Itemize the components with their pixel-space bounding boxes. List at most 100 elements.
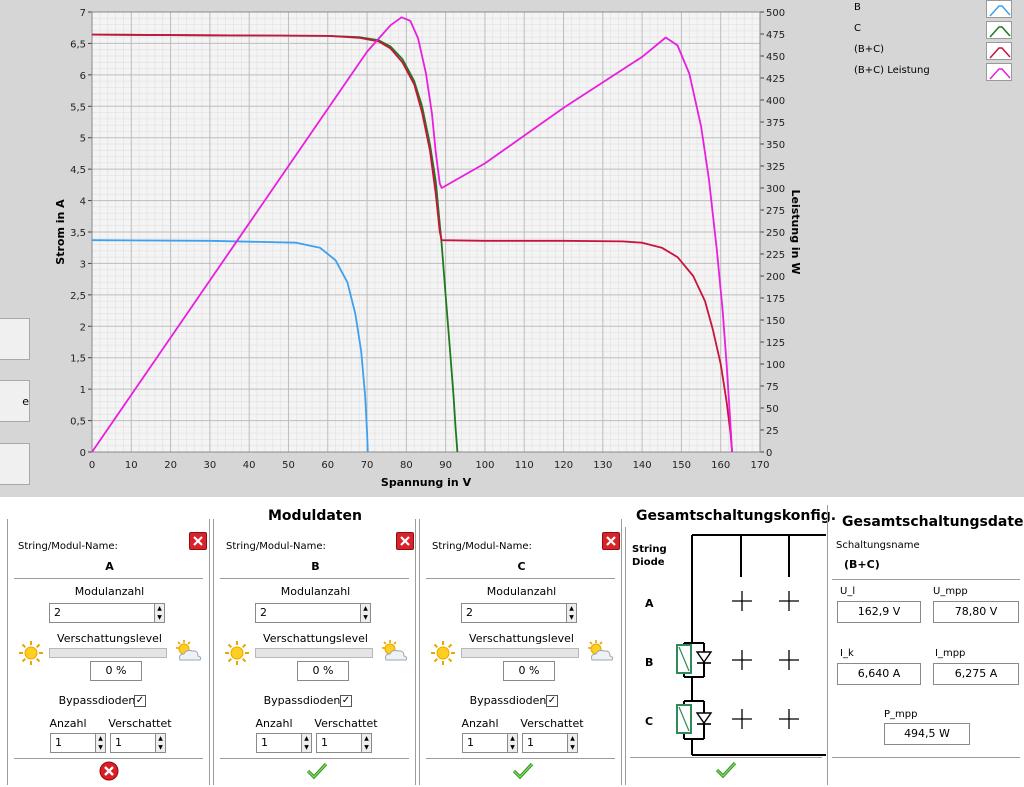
sun-icon (224, 640, 249, 665)
bypass-label: Bypassdioden (469, 694, 547, 707)
x-tick-label: 0 (89, 460, 95, 471)
shade-level-value[interactable]: 0 % (297, 661, 349, 681)
verschattet-input[interactable]: 1 (316, 733, 362, 753)
y-tick-label: 6 (80, 71, 86, 82)
module-count-stepper[interactable]: ▲ ▼ (360, 603, 371, 623)
anzahl-input[interactable]: 1 (256, 733, 302, 753)
legend-swatch[interactable] (986, 21, 1012, 39)
bypass-checkbox[interactable]: ✓ (134, 695, 146, 707)
shade-level-value[interactable]: 0 % (503, 661, 555, 681)
i-k-label: I_k (840, 648, 854, 659)
delete-module-button[interactable] (396, 532, 414, 550)
verschattet-stepper[interactable]: ▲ ▼ (361, 733, 372, 753)
circuit-name-value: (B+C) (844, 558, 880, 571)
module-b-symbol (676, 639, 713, 697)
legend-item[interactable]: C (848, 21, 1024, 41)
y2-tick-label: 500 (766, 8, 785, 19)
module-name-value[interactable]: C (517, 560, 526, 573)
y-tick-label: 5 (80, 134, 86, 145)
y-tick-label: 0,5 (70, 417, 86, 428)
divider (220, 758, 409, 759)
verschattet-input[interactable]: 1 (522, 733, 568, 753)
sun-icon (18, 640, 43, 665)
legend-label: B (854, 2, 861, 13)
module-count-input[interactable]: 2 (461, 603, 567, 623)
shade-level-slider[interactable] (49, 648, 167, 658)
module-count-stepper[interactable]: ▲ ▼ (566, 603, 577, 623)
i-mpp-value: 6,275 A (933, 663, 1019, 685)
y2-tick-label: 150 (766, 316, 785, 327)
plot-border (91, 11, 761, 453)
bypass-checkbox[interactable]: ✓ (340, 695, 352, 707)
y2-tick-label: 450 (766, 52, 785, 63)
shade-level-slider[interactable] (461, 648, 579, 658)
bypass-checkbox[interactable]: ✓ (546, 695, 558, 707)
anzahl-stepper[interactable]: ▲ ▼ (301, 733, 312, 753)
module-name-label: String/Modul-Name: (432, 541, 532, 552)
side-button-3[interactable] (0, 443, 30, 485)
legend-item[interactable]: B (848, 0, 1024, 20)
delete-module-button[interactable] (189, 532, 207, 550)
y2-tick-label: 0 (766, 448, 772, 459)
series-line-b (91, 239, 369, 453)
daten-panel: Schaltungsname (B+C) U_l U_mpp 162,9 V 7… (828, 527, 1024, 785)
x-tick-label: 70 (361, 460, 374, 471)
y2-tick-label: 275 (766, 206, 785, 217)
x-tick-label: 90 (439, 460, 452, 471)
verschattet-input[interactable]: 1 (110, 733, 156, 753)
x-tick-label: 170 (750, 460, 769, 471)
module-count-label: Modulanzahl (74, 585, 145, 598)
x-tick-label: 140 (633, 460, 652, 471)
module-c-symbol (676, 697, 713, 743)
verschattet-stepper[interactable]: ▲ ▼ (155, 733, 166, 753)
legend-item[interactable]: (B+C) (848, 42, 1024, 62)
verschattet-label: Verschattet (108, 717, 172, 730)
module-name-value[interactable]: A (105, 560, 114, 573)
anzahl-input[interactable]: 1 (462, 733, 508, 753)
delete-module-button[interactable] (602, 532, 620, 550)
y-tick-label: 7 (80, 8, 86, 19)
y2-tick-label: 50 (766, 404, 779, 415)
legend-item[interactable]: (B+C) Leistung (848, 63, 1024, 83)
check-icon (306, 761, 328, 781)
legend-label: (B+C) Leistung (854, 65, 930, 76)
legend-swatch[interactable] (986, 42, 1012, 60)
series-line-b-plus-c (91, 33, 733, 453)
module-name-value[interactable]: B (311, 560, 320, 573)
check-icon (512, 761, 534, 781)
divider (630, 757, 822, 758)
x-tick-label: 150 (672, 460, 691, 471)
y2-tick-label: 325 (766, 162, 785, 173)
y2-tick-label: 400 (766, 96, 785, 107)
x-tick-label: 80 (400, 460, 413, 471)
i-mpp-label: I_mpp (935, 648, 966, 659)
bypass-label: Bypassdioden (58, 694, 136, 707)
x-axis-label: Spannung in V (381, 476, 472, 489)
x-tick-label: 60 (321, 460, 334, 471)
p-mpp-label: P_mpp (884, 709, 918, 720)
side-button-1[interactable] (0, 318, 30, 360)
row-label-a: A (645, 597, 654, 610)
module-count-input[interactable]: 2 (49, 603, 155, 623)
anzahl-stepper[interactable]: ▲ ▼ (507, 733, 518, 753)
module-panel-c: String/Modul-Name: C Modulanzahl 2 ▲ ▼ Ve… (419, 519, 622, 785)
anzahl-stepper[interactable]: ▲ ▼ (95, 733, 106, 753)
y2-tick-label: 175 (766, 294, 785, 305)
legend-swatch[interactable] (986, 0, 1012, 18)
legend-swatch[interactable] (986, 63, 1012, 81)
cloud-icon (377, 638, 408, 661)
anzahl-input[interactable]: 1 (50, 733, 96, 753)
module-count-stepper[interactable]: ▲ ▼ (154, 603, 165, 623)
y-tick-label: 1 (80, 385, 86, 396)
side-button-2[interactable]: e (0, 380, 30, 422)
shade-level-value[interactable]: 0 % (90, 661, 142, 681)
module-count-label: Modulanzahl (280, 585, 351, 598)
module-count-input[interactable]: 2 (255, 603, 361, 623)
module-panel-b: String/Modul-Name: B Modulanzahl 2 ▲ ▼ Ve… (213, 519, 416, 785)
verschattet-stepper[interactable]: ▲ ▼ (567, 733, 578, 753)
moduldaten-title: Moduldaten (268, 508, 362, 524)
shade-level-label: Verschattungslevel (263, 632, 368, 645)
y2-tick-label: 125 (766, 338, 785, 349)
shade-level-slider[interactable] (255, 648, 373, 658)
y-tick-label: 6,5 (70, 39, 86, 50)
